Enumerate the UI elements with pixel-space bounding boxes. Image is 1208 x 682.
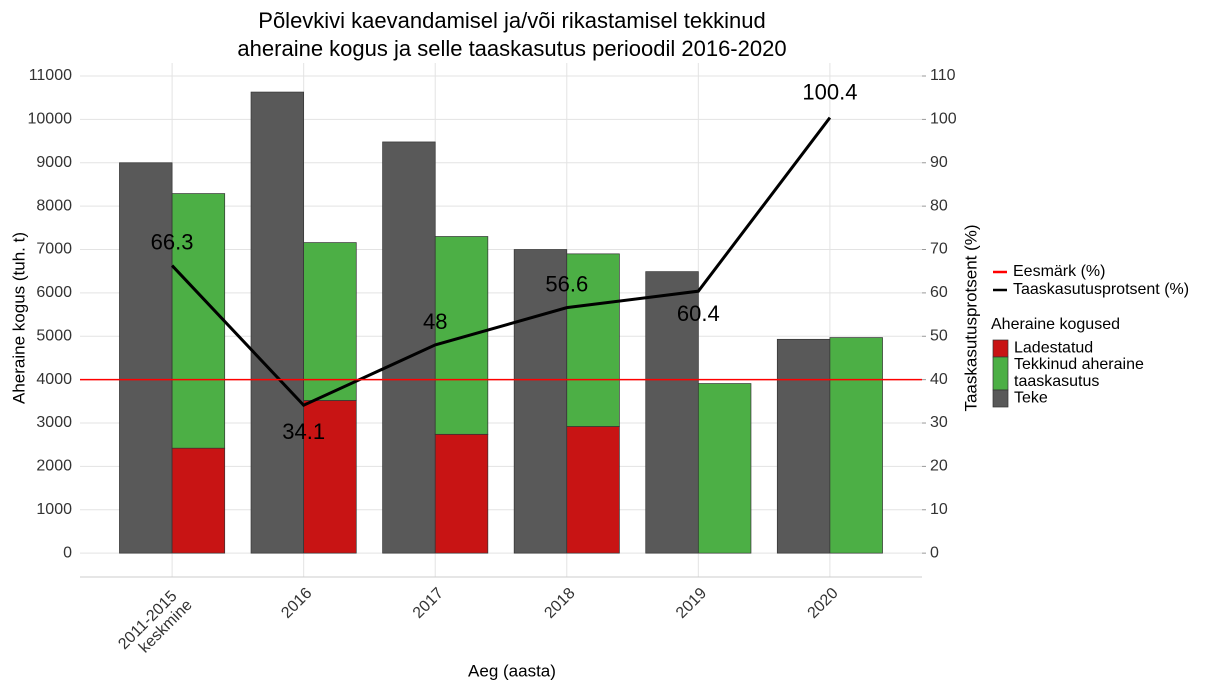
y2-tick-label: 80 — [930, 197, 948, 214]
bar — [776, 338, 831, 554]
y-tick-label: 11000 — [29, 67, 72, 84]
legend-key — [992, 356, 1009, 391]
bar — [513, 249, 568, 554]
y-tick-label: 9000 — [36, 154, 72, 171]
y-tick-label: 4000 — [36, 371, 72, 388]
y2-tick-label: 0 — [930, 544, 939, 561]
data-label: 34.1 — [282, 419, 325, 444]
bar — [250, 91, 305, 554]
y2-tick-label: 30 — [930, 414, 948, 431]
legend-key — [992, 339, 1009, 358]
x-tick-label: 2011-2015 keskmine — [115, 585, 196, 666]
y-tick-label: 1000 — [36, 501, 72, 518]
data-label: 48 — [423, 309, 447, 334]
chart-title: aheraine kogus ja selle taaskasutus peri… — [237, 36, 786, 61]
y2-tick-label: 100 — [930, 111, 957, 128]
y2-tick-label: 60 — [930, 284, 948, 301]
x-tick-label: 2016 — [278, 585, 315, 622]
legend-label: Taaskasutusprotsent (%) — [1013, 281, 1189, 298]
legend-label: Eesmärk (%) — [1013, 263, 1105, 280]
y2-tick-label: 90 — [930, 154, 948, 171]
legend-key — [992, 389, 1009, 408]
x-tick-label: 2019 — [673, 585, 710, 622]
y-tick-label: 8000 — [36, 197, 72, 214]
data-label: 60.4 — [677, 301, 720, 326]
y2-tick-label: 70 — [930, 241, 948, 258]
bar — [171, 193, 226, 449]
y-tick-label: 0 — [63, 544, 72, 561]
y-tick-label: 10000 — [28, 111, 73, 128]
y2-tick-label: 40 — [930, 371, 948, 388]
bar — [697, 383, 752, 554]
bar — [434, 236, 489, 435]
bar — [303, 400, 357, 554]
y-tick-label: 3000 — [36, 414, 72, 431]
y2-tick-label: 50 — [930, 327, 948, 344]
x-tick-label: 2018 — [541, 585, 578, 622]
legend-label: Ladestatud — [1014, 340, 1093, 357]
line — [171, 116, 832, 408]
x-tick-label: 2017 — [410, 585, 447, 622]
legend-label: Tekkinud aheraine taaskasutus — [1014, 356, 1148, 390]
bar — [829, 337, 883, 554]
y2-axis-label: Taaskasutusprotsent (%) — [961, 224, 980, 411]
data-label: 66.3 — [151, 229, 194, 254]
y2-tick-label: 110 — [930, 67, 956, 84]
bar — [119, 162, 173, 554]
bar — [645, 271, 699, 554]
bar — [303, 242, 357, 401]
y-tick-label: 2000 — [36, 458, 72, 475]
y-axis-label: Aheraine kogus (tuh. t) — [9, 232, 28, 404]
data-label: 56.6 — [545, 271, 588, 296]
legend-title: Aheraine kogused — [991, 316, 1120, 333]
bar — [566, 253, 620, 427]
y2-tick-label: 10 — [930, 501, 948, 518]
x-tick-label: 2020 — [805, 585, 842, 622]
bar — [566, 426, 620, 554]
data-label: 100.4 — [802, 79, 857, 104]
y-tick-label: 6000 — [36, 284, 72, 301]
y2-tick-label: 20 — [930, 458, 948, 475]
x-axis-label: Aeg (aasta) — [468, 661, 556, 680]
y-tick-label: 7000 — [36, 241, 72, 258]
chart-title: Põlevkivi kaevandamisel ja/või rikastami… — [258, 8, 765, 33]
y-tick-label: 5000 — [36, 327, 72, 344]
bar — [171, 447, 226, 554]
bar — [434, 433, 489, 554]
legend-label: Teke — [1014, 390, 1048, 407]
